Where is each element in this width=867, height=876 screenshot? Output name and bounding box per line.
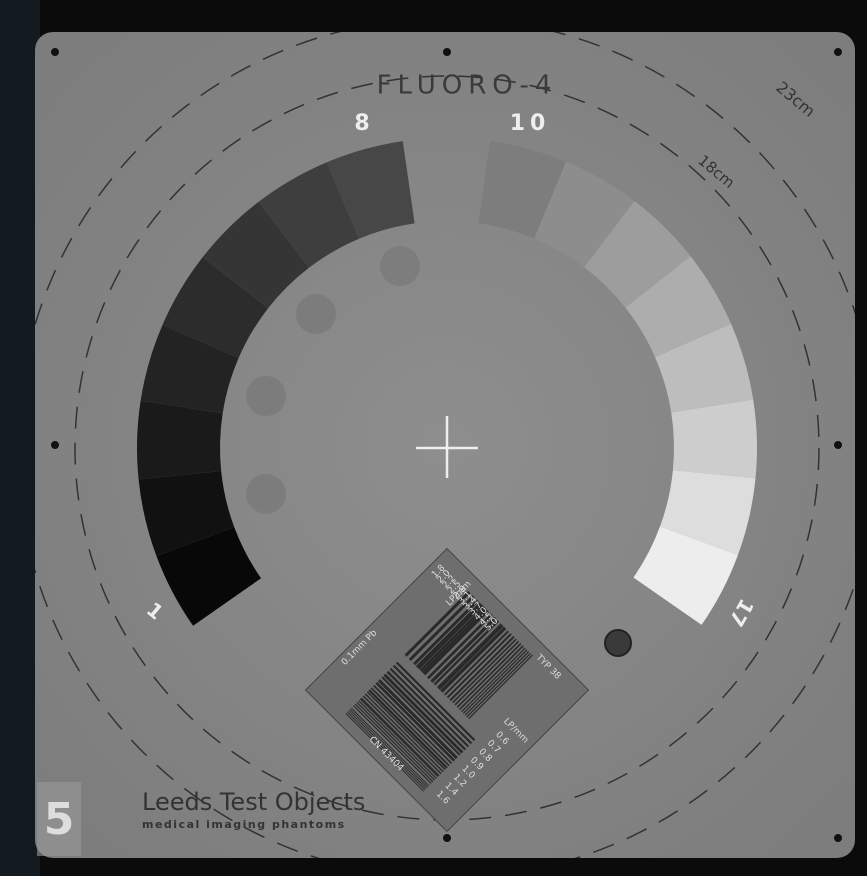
step: [633, 526, 738, 625]
step-label: 8: [354, 111, 369, 136]
bar: [354, 703, 434, 783]
bar: [366, 691, 446, 771]
bar: [444, 630, 510, 696]
bar: [419, 606, 486, 672]
crosshair: [416, 416, 478, 478]
bar: [358, 700, 437, 779]
maker-name: Leeds Test Objects: [142, 788, 365, 816]
bar: [413, 599, 479, 666]
bar: [408, 595, 475, 662]
bar: [378, 679, 458, 759]
bar: [449, 636, 515, 702]
maker-tagline: medical imaging phantoms: [142, 818, 346, 831]
bar: [350, 707, 430, 787]
contrast-disks: [246, 246, 420, 514]
bar: [392, 664, 473, 745]
bar-groups: [345, 591, 533, 792]
bar: [468, 654, 533, 720]
bar: [430, 616, 496, 683]
bar: [454, 640, 520, 706]
step: [655, 323, 754, 413]
step-label: 10: [510, 111, 551, 136]
title: FLUORO-4: [377, 71, 558, 101]
step: [162, 257, 269, 358]
bar: [446, 633, 512, 699]
bar: [349, 709, 428, 788]
bar: [359, 698, 439, 778]
bar: [386, 670, 467, 751]
frame-number: 5: [44, 794, 75, 845]
step: [138, 470, 235, 557]
bar: [356, 701, 436, 781]
step: [671, 399, 758, 479]
step: [136, 400, 223, 480]
bar: [427, 613, 493, 679]
bar: [346, 711, 426, 791]
bar: [345, 713, 424, 792]
bar: [433, 620, 499, 686]
bar: [466, 652, 531, 718]
bar: [360, 697, 440, 777]
bar: [456, 643, 522, 708]
step: [584, 201, 691, 308]
frame-badge: [37, 782, 81, 856]
bar: [461, 647, 526, 713]
bar: [423, 609, 489, 676]
bar: [452, 638, 517, 704]
step: [660, 470, 756, 556]
bar: [415, 602, 482, 668]
step: [326, 141, 415, 239]
bar: [348, 710, 427, 789]
step: [478, 141, 567, 239]
bar: [438, 624, 504, 690]
bar: [458, 645, 524, 711]
bar: [375, 682, 455, 762]
step: [625, 256, 732, 358]
bar: [381, 676, 461, 756]
bar: [404, 591, 471, 657]
bar: [377, 680, 457, 760]
bar: [462, 649, 528, 714]
bar: [368, 689, 448, 769]
bar: [440, 626, 506, 692]
bar: [353, 705, 432, 784]
mount-holes: [51, 48, 842, 842]
step-wedge: [136, 141, 758, 626]
bar: [373, 684, 453, 764]
bar: [421, 607, 488, 674]
bar: [441, 627, 507, 693]
step: [140, 324, 239, 414]
step: [258, 162, 360, 268]
bar: [384, 673, 464, 753]
bar: [417, 603, 484, 670]
bar: [436, 623, 503, 689]
step: [202, 201, 310, 309]
pattern-plate: [304, 547, 590, 833]
step: [156, 527, 262, 626]
edge: [0, 0, 40, 876]
bar: [370, 687, 450, 767]
step: [534, 161, 635, 268]
bar: [389, 667, 470, 748]
bar: [395, 661, 476, 742]
line-pair-pattern: 1.82.02.22.52.83.13.43.74.04.55.00.60.70…: [304, 547, 590, 833]
bar: [362, 695, 442, 775]
bar: [464, 651, 530, 716]
marker-disk: [604, 629, 632, 657]
bar: [364, 693, 444, 773]
